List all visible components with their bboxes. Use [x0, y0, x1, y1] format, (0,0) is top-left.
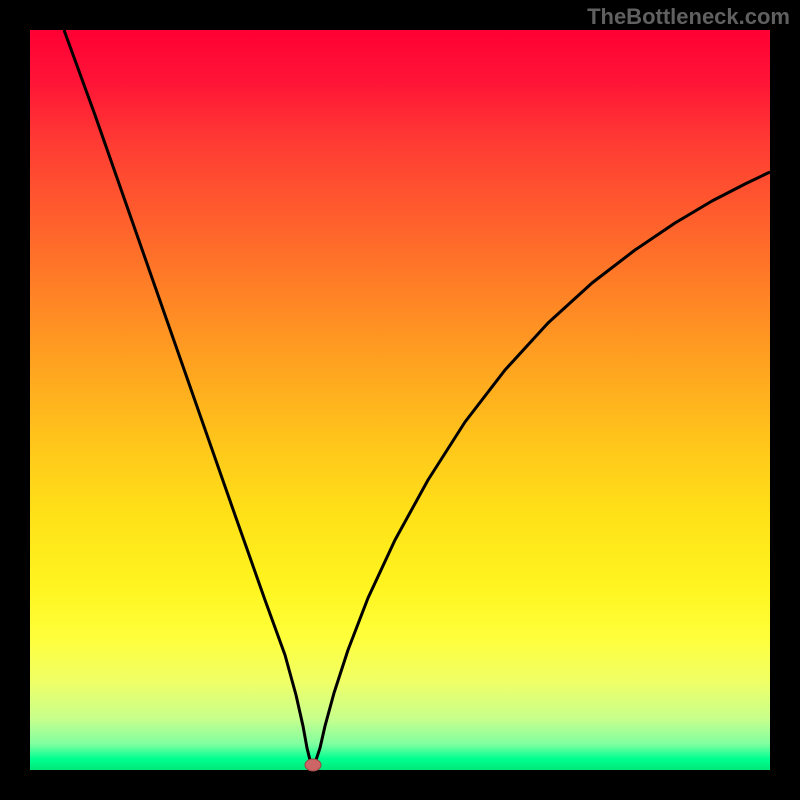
chart-container: TheBottleneck.com	[0, 0, 800, 800]
plot-area	[30, 30, 770, 770]
watermark-text: TheBottleneck.com	[587, 4, 790, 30]
